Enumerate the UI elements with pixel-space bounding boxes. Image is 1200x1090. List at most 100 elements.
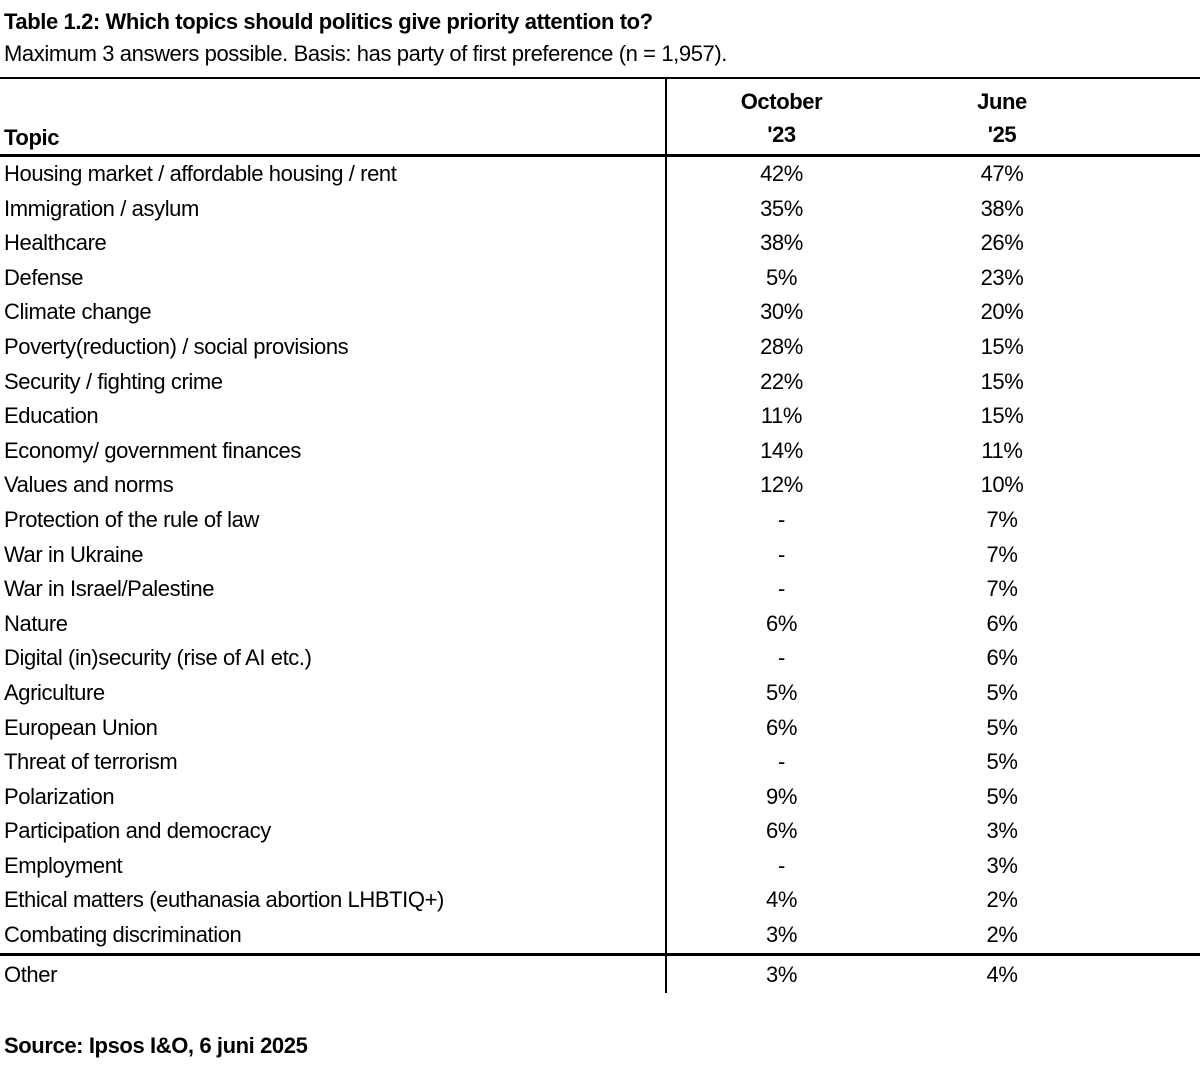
october-value-cell: 3% (766, 922, 797, 948)
table-row: War in Israel/Palestine - 7% (0, 572, 1200, 607)
topic-cell: Economy/ government finances (0, 433, 667, 469)
june-value-cell: 3% (986, 852, 1018, 878)
topic-cell: Values and norms (0, 468, 667, 503)
table-row: Economy/ government finances 14% 11% (0, 433, 1200, 469)
filler-cell (1108, 295, 1200, 330)
june-value-cell: 10% (980, 472, 1024, 498)
table-row: Climate change 30% 20% (0, 295, 1200, 330)
filler-cell (1108, 572, 1200, 607)
filler-cell (1108, 676, 1200, 711)
filler-cell (1108, 365, 1200, 400)
table-row: Protection of the rule of law - 7% (0, 502, 1200, 538)
june-value-cell: 23% (980, 264, 1024, 290)
table-row: Education 11% 15% (0, 399, 1200, 434)
filler-cell (1108, 434, 1200, 469)
topic-cell: Climate change (0, 295, 667, 330)
topic-cell: Protection of the rule of law (0, 502, 667, 538)
topic-cell: Defense (0, 260, 667, 296)
june-value-cell: 5% (986, 783, 1018, 809)
october-value-cell: 11% (760, 403, 803, 429)
table-row-other: Other 3% 4% (0, 952, 1200, 993)
june-value-cell: 7% (986, 506, 1018, 532)
june-value-cell: 5% (986, 714, 1018, 740)
priority-topics-table: Topic October '23 June '25 Housing marke… (0, 77, 1200, 993)
table-row: Employment - 3% (0, 848, 1200, 884)
topic-cell: War in Ukraine (0, 537, 667, 573)
june-value-cell: 20% (980, 299, 1024, 325)
october-value-cell: - (778, 645, 785, 671)
filler-cell (1108, 156, 1200, 192)
october-value-cell: - (778, 506, 785, 532)
october-value-cell: 6% (766, 610, 797, 636)
october-value-cell: 5% (766, 679, 797, 705)
june-value-cell: 2% (986, 887, 1018, 913)
table-row: Polarization 9% 5% (0, 779, 1200, 815)
filler-cell (1108, 538, 1200, 573)
table-row: Security / fighting crime 22% 15% (0, 364, 1200, 400)
topic-cell: Housing market / affordable housing / re… (0, 155, 667, 192)
filler-cell (1108, 607, 1200, 642)
filler-cell (1108, 330, 1200, 365)
june-value-cell: 6% (986, 645, 1018, 671)
october-value-cell: - (778, 576, 785, 602)
june-value-cell: 15% (980, 368, 1024, 394)
topic-cell: Ethical matters (euthanasia abortion LHB… (0, 883, 667, 919)
october-value-cell: 4% (766, 887, 797, 913)
october-value-cell: - (778, 541, 785, 567)
column-header-october-23: October '23 (666, 78, 896, 157)
header-row: Topic October '23 June '25 (0, 78, 1200, 157)
topic-cell: Digital (in)security (rise of AI etc.) (0, 641, 667, 676)
june-value-cell: 15% (980, 333, 1024, 359)
june-value-cell: 26% (980, 230, 1024, 256)
june-value-cell: 4% (896, 952, 1108, 993)
october-value-cell: 28% (760, 333, 803, 359)
topic-cell: Education (0, 399, 667, 434)
topic-cell: War in Israel/Palestine (0, 572, 667, 607)
october-value-cell: 38% (760, 230, 803, 256)
filler-cell (1108, 503, 1200, 538)
topic-cell: Immigration / asylum (0, 191, 667, 227)
june-value-cell: 3% (986, 818, 1018, 844)
filler-cell (1108, 918, 1200, 954)
topic-cell: European Union (0, 710, 667, 746)
topic-cell: Security / fighting crime (0, 364, 667, 400)
table-row: Immigration / asylum 35% 38% (0, 191, 1200, 227)
filler-cell (1108, 745, 1200, 780)
filler-cell (1108, 849, 1200, 884)
table-row: Housing market / affordable housing / re… (0, 155, 1200, 192)
filler-cell (1108, 711, 1200, 746)
table-row: Ethical matters (euthanasia abortion LHB… (0, 883, 1200, 919)
topic-cell: Polarization (0, 779, 667, 815)
june-value-cell: 7% (986, 541, 1018, 567)
june-value-cell: 5% (986, 749, 1018, 775)
table-subtitle: Maximum 3 answers possible. Basis: has p… (4, 41, 728, 66)
filler-cell (1108, 399, 1200, 434)
topic-cell: Threat of terrorism (0, 745, 667, 780)
june-value-cell: 7% (986, 576, 1018, 602)
june-value-cell: 5% (986, 679, 1018, 705)
june-value-cell: 47% (980, 161, 1024, 186)
topic-column-header: Topic (0, 78, 667, 157)
filler-cell (1108, 468, 1200, 503)
october-value-cell: 14% (760, 437, 803, 463)
june-value-cell: 15% (980, 403, 1024, 429)
october-value-cell: 12% (760, 472, 803, 498)
filler-cell (1108, 226, 1200, 261)
october-value-cell: 9% (766, 783, 797, 809)
october-value-cell: - (778, 749, 785, 775)
table-row: Defense 5% 23% (0, 260, 1200, 296)
filler-cell (1108, 883, 1200, 918)
table-row: War in Ukraine - 7% (0, 537, 1200, 573)
table-row: Threat of terrorism - 5% (0, 745, 1200, 780)
october-value-cell: 42% (760, 161, 803, 186)
october-value-cell: 30% (760, 299, 803, 325)
topic-cell: Agriculture (0, 675, 667, 711)
table-row: Agriculture 5% 5% (0, 675, 1200, 711)
october-value-cell: - (778, 852, 785, 878)
column-header-year: '25 (987, 122, 1017, 147)
filler-cell (1108, 192, 1200, 227)
column-header-june-25: June '25 (896, 78, 1108, 157)
june-value-cell: 6% (986, 610, 1018, 636)
june-value-cell: 38% (980, 195, 1024, 221)
